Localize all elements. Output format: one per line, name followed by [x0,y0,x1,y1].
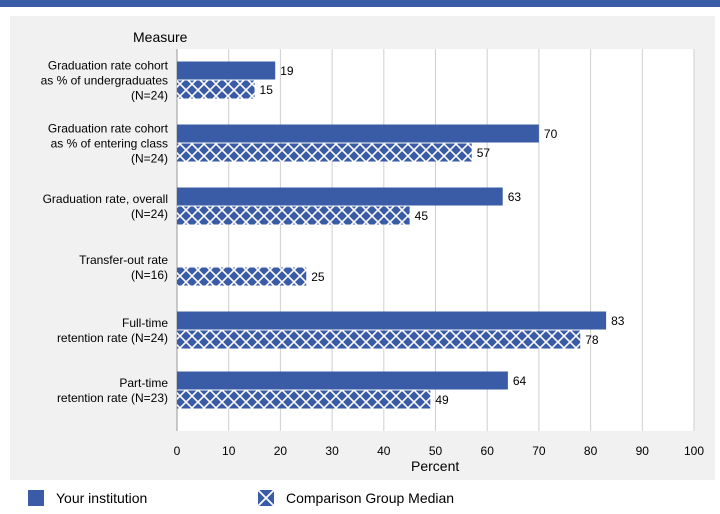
bar-comparison-median [177,80,255,99]
grid-lines [176,49,695,431]
legend-swatch-crosshatch [258,490,274,506]
bar-value-label: 83 [611,314,625,328]
x-tick-labels: 0 10 20 30 40 50 60 70 80 90 100 [174,444,705,458]
bar-comparison-median [177,206,410,225]
bar-comparison-median [177,390,431,409]
top-rule [0,0,720,7]
x-tick-label: 90 [636,444,650,458]
category-labels: Graduation rate cohort as % of undergradu… [41,59,169,406]
bar-value-label: 19 [280,64,294,78]
category-label: Graduation rate, overall (N=24) [43,192,168,221]
bar-your-institution [177,61,276,80]
legend-label-comparison-median: Comparison Group Median [286,490,455,506]
bar-value-label: 64 [513,374,527,388]
category-label: Transfer-out rate (N=16) [79,253,168,282]
bar-your-institution [177,371,508,390]
bar-value-label: 45 [415,209,429,223]
y-axis-title: Measure [133,29,188,45]
bar-value-label: 57 [477,146,491,160]
x-tick-label: 40 [377,444,391,458]
legend-item-your-institution: Your institution [28,490,147,506]
bar-value-label: 49 [435,393,449,407]
x-tick-label: 20 [274,444,288,458]
x-tick-label: 80 [584,444,598,458]
category-label: Part-time retention rate (N=23) [57,376,168,405]
legend-label-your-institution: Your institution [56,490,148,506]
bars: 19 70 63 83 64 15 57 45 25 78 49 [177,61,625,409]
x-tick-label: 60 [481,444,495,458]
x-tick-label: 100 [684,444,704,458]
legend-item-comparison-median: Comparison Group Median [258,490,454,506]
x-tick-label: 10 [222,444,236,458]
x-tick-label: 70 [532,444,546,458]
bar-comparison-median [177,267,307,286]
x-tick-label: 50 [429,444,443,458]
bar-value-label: 15 [260,83,274,97]
category-label: Graduation rate cohort as % of undergradu… [41,59,169,103]
category-label: Graduation rate cohort as % of entering c… [48,122,169,166]
legend-swatch-solid [28,490,44,506]
bar-comparison-median [177,330,581,349]
x-axis-title: Percent [411,458,460,474]
bar-comparison-median [177,143,472,162]
bar-value-label: 70 [544,127,558,141]
bar-your-institution [177,124,539,143]
category-label: Full-time retention rate (N=24) [57,316,168,345]
bar-value-label: 25 [311,270,325,284]
x-tick-label: 0 [174,444,181,458]
bar-value-label: 78 [585,333,599,347]
bar-your-institution [177,311,607,330]
x-tick-label: 30 [325,444,339,458]
bar-value-label: 63 [508,190,522,204]
bar-your-institution [177,187,503,206]
